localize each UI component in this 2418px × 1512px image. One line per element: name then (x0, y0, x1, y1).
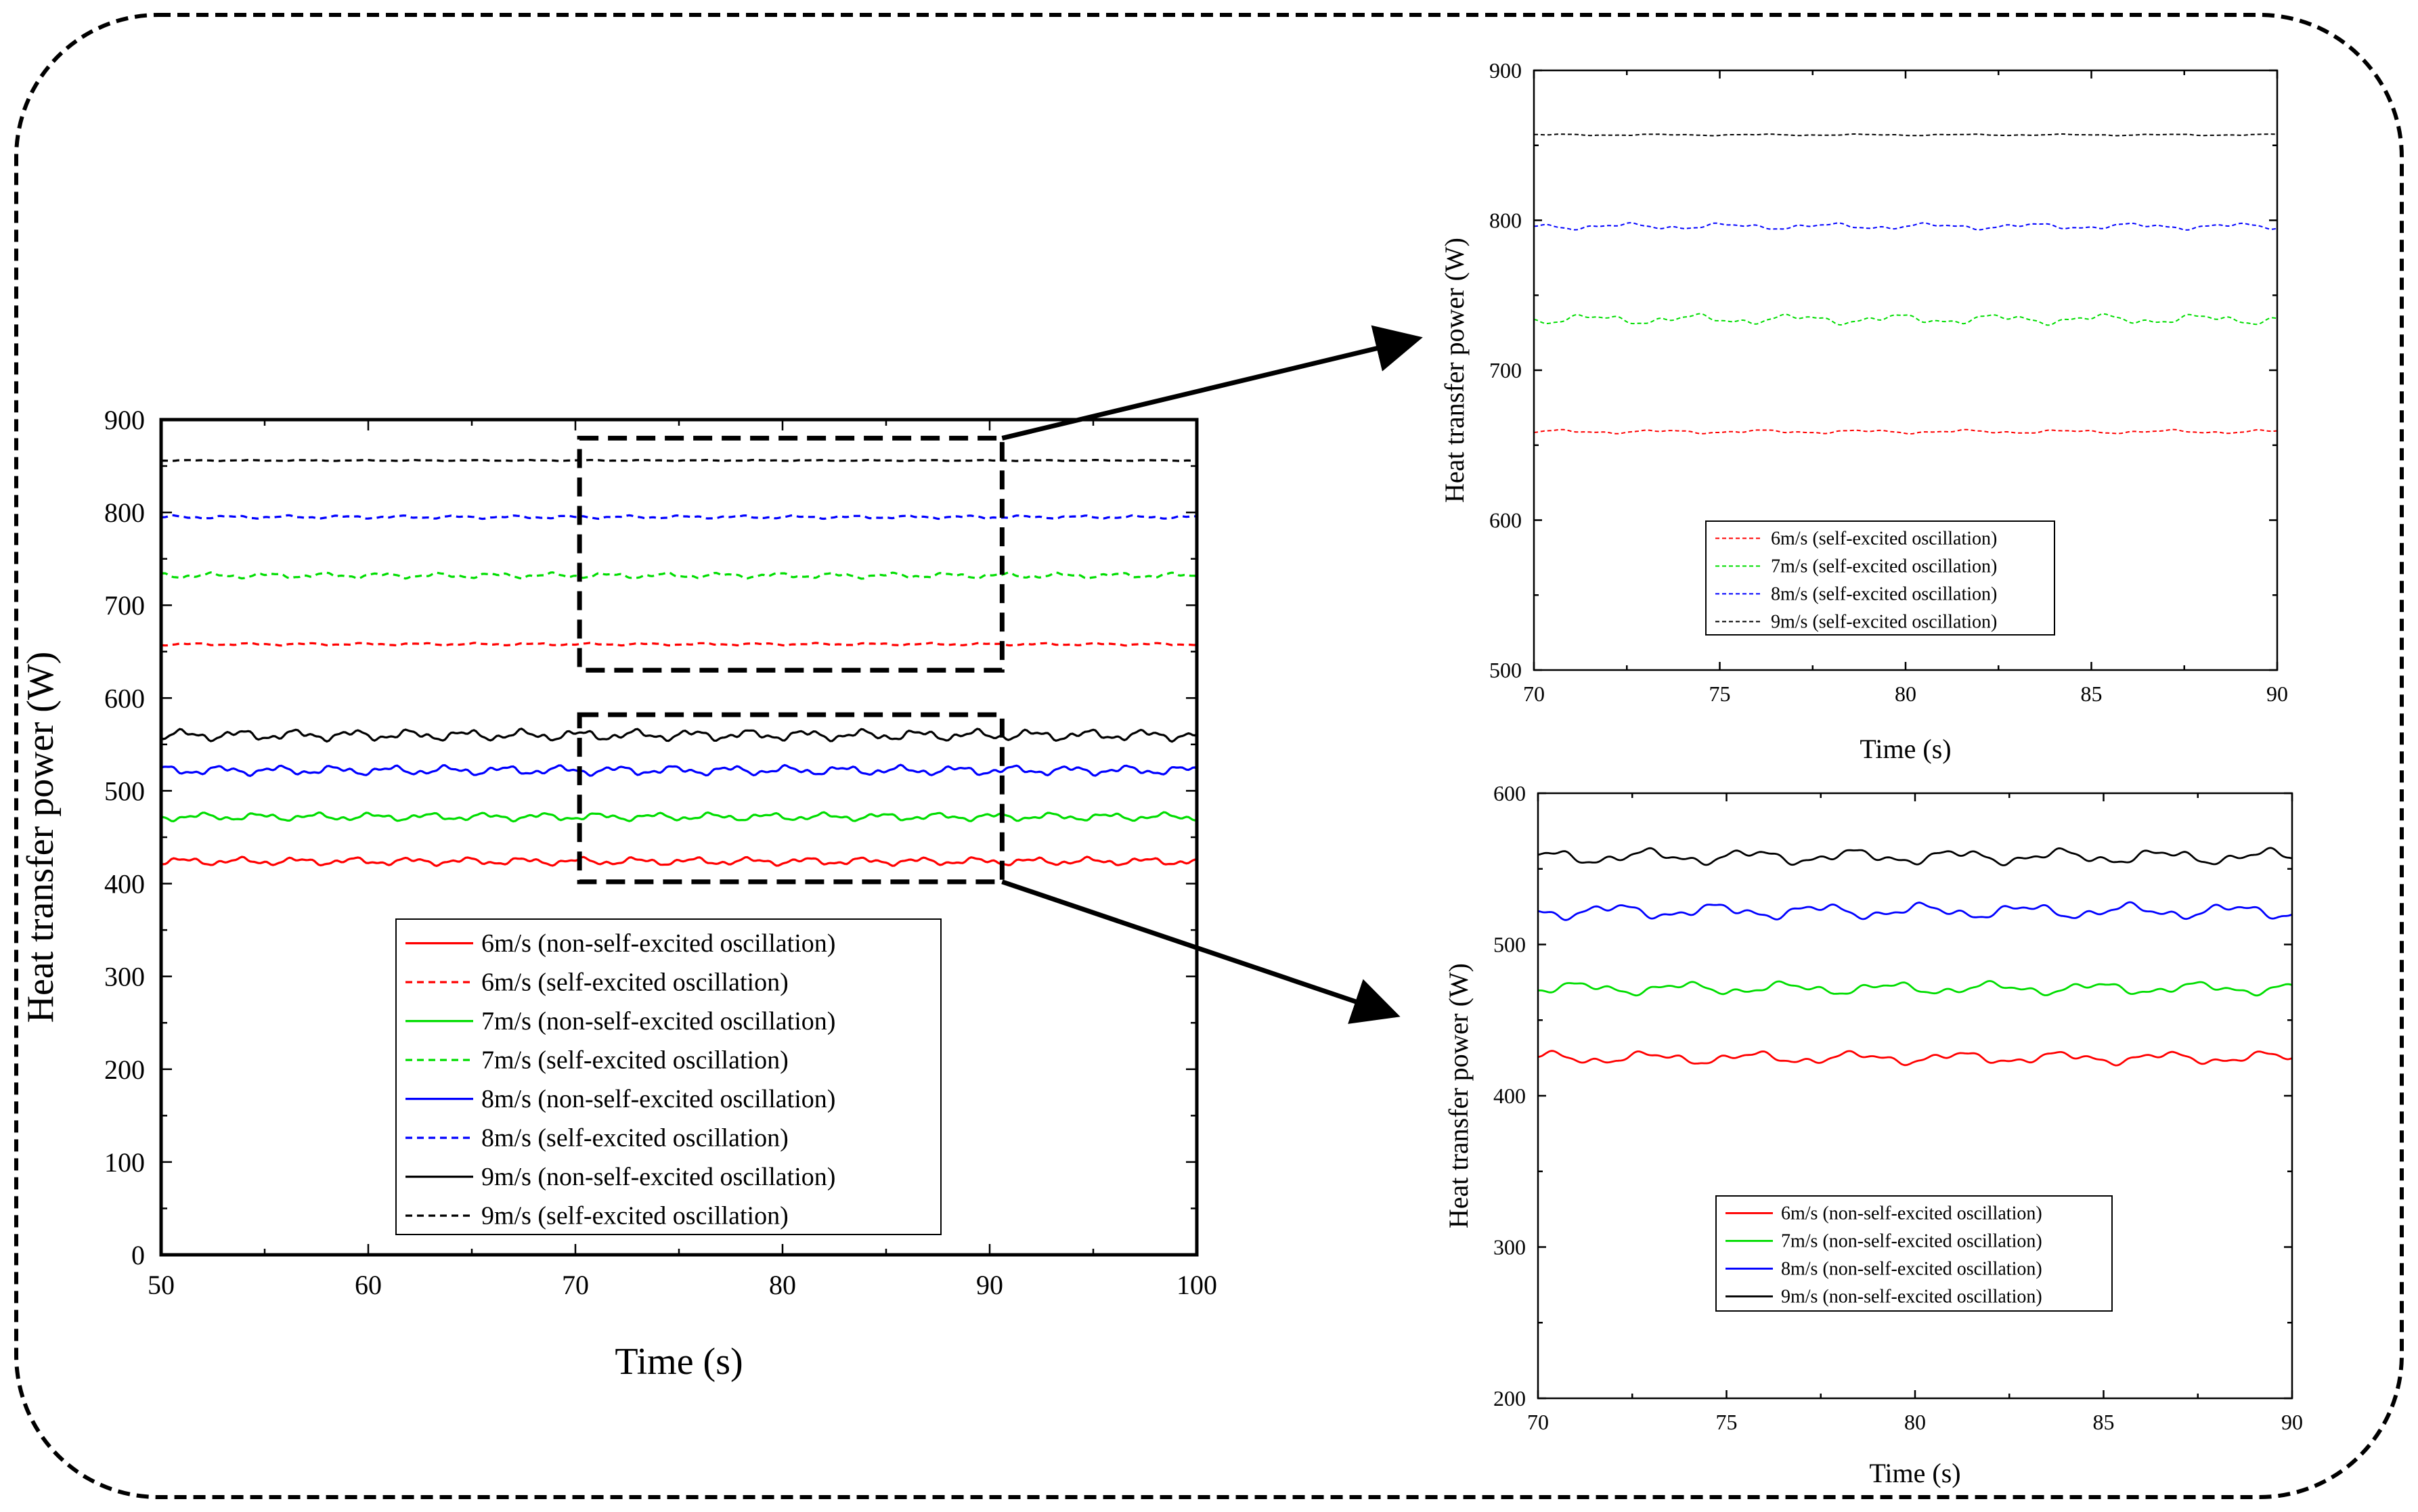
y-axis-title: Heat transfer power (W) (1443, 963, 1474, 1228)
legend-box (1715, 1195, 2113, 1312)
arrow-to-non-self-excited-inset (1001, 879, 1401, 1024)
x-tick-label: 85 (2093, 1410, 2115, 1434)
zoom-region-box-1 (577, 435, 1005, 673)
y-tick-label: 600 (104, 683, 145, 713)
zoom-connector-arrows (1001, 325, 1423, 1024)
legend-entry-label: 8m/s (non-self-excited oscillation) (481, 1085, 835, 1113)
series-line-1 (1534, 428, 2277, 435)
y-tick-label: 400 (1493, 1084, 1526, 1108)
legend-entry-label: 9m/s (non-self-excited oscillation) (481, 1163, 835, 1191)
legend-entry-label: 9m/s (self-excited oscillation) (1771, 612, 1997, 633)
legend-entry-label: 7m/s (self-excited oscillation) (481, 1046, 789, 1075)
legend: 6m/s (self-excited oscillation) 7m/s (sel… (1705, 520, 2055, 636)
series-line-3 (1538, 901, 2292, 921)
zoom-region-box-2 (577, 712, 1005, 885)
series-line-4 (161, 571, 1197, 580)
legend: 6m/s (non-self-excited oscillation) 7m/s … (1715, 1195, 2113, 1312)
x-axis-title: Time (s) (1860, 734, 1951, 764)
legend-entry-label: 9m/s (non-self-excited oscillation) (1781, 1287, 2042, 1308)
legend-box (1705, 520, 2055, 636)
plot-area (1534, 133, 2277, 435)
x-tick-label: 50 (148, 1270, 175, 1300)
legend-entry-label: 8m/s (self-excited oscillation) (1771, 584, 1997, 605)
y-tick-label: 600 (1493, 781, 1526, 805)
x-tick-label: 90 (2281, 1410, 2303, 1434)
x-tick-label: 80 (769, 1270, 796, 1300)
y-tick-label: 800 (104, 497, 145, 528)
plot-area (1538, 847, 2292, 1067)
x-tick-label: 90 (976, 1270, 1003, 1300)
legend-entry-label: 7m/s (non-self-excited oscillation) (1781, 1231, 2042, 1252)
y-tick-label: 500 (104, 776, 145, 806)
y-tick-label: 400 (104, 869, 145, 899)
series-line-8 (161, 458, 1197, 462)
x-tick-label: 75 (1716, 1410, 1738, 1434)
series-line-6 (161, 514, 1197, 520)
series-line-4 (1534, 133, 2277, 137)
series-line-4 (1538, 847, 2292, 866)
y-tick-label: 900 (104, 405, 145, 435)
y-tick-label: 100 (104, 1147, 145, 1178)
arrow-to-self-excited-inset (1001, 325, 1423, 441)
y-tick-label: 700 (104, 590, 145, 621)
y-tick-label: 500 (1489, 658, 1522, 682)
x-tick-label: 70 (1527, 1410, 1549, 1434)
series-line-3 (1534, 222, 2277, 231)
series-line-2 (1538, 980, 2292, 997)
x-tick-label: 85 (2081, 682, 2103, 706)
x-tick-label: 90 (2266, 682, 2288, 706)
y-tick-label: 700 (1489, 358, 1522, 382)
y-tick-label: 300 (1493, 1235, 1526, 1260)
y-tick-label: 900 (1489, 58, 1522, 83)
legend-entry-label: 6m/s (self-excited oscillation) (481, 969, 789, 997)
y-tick-label: 500 (1493, 933, 1526, 957)
legend-entry-label: 9m/s (self-excited oscillation) (481, 1202, 789, 1230)
legend-box (395, 918, 942, 1235)
y-axis-title: Heat transfer power (W) (20, 652, 62, 1023)
legend-entry-label: 6m/s (non-self-excited oscillation) (481, 929, 835, 958)
y-tick-label: 0 (131, 1240, 145, 1270)
inset-chart-non-self-excited: 70 75 80 85 90 200 300 400 500 600 Time (s) Heat tr… (1443, 781, 2303, 1488)
legend-entry-label: 7m/s (self-excited oscillation) (1771, 556, 1997, 577)
plot-area (161, 458, 1197, 868)
x-tick-label: 70 (1523, 682, 1545, 706)
x-tick-label: 75 (1709, 682, 1731, 706)
inset-chart-self-excited: 70 75 80 85 90 500 600 700 800 900 Time (s) Heat tr… (1439, 58, 2288, 764)
legend-entry-label: 7m/s (non-self-excited oscillation) (481, 1007, 835, 1036)
series-line-7 (161, 727, 1197, 743)
y-tick-label: 200 (1493, 1386, 1526, 1410)
series-line-1 (1538, 1050, 2292, 1067)
legend-entry-label: 6m/s (self-excited oscillation) (1771, 529, 1997, 550)
legend-entry-label: 6m/s (non-self-excited oscillation) (1781, 1203, 2042, 1224)
series-line-2 (161, 642, 1197, 647)
legend: 6m/s (non-self-excited oscillation) 6m/s … (395, 918, 942, 1235)
series-line-1 (161, 855, 1197, 868)
y-tick-label: 800 (1489, 208, 1522, 233)
x-tick-label: 80 (1895, 682, 1916, 706)
x-tick-label: 60 (355, 1270, 382, 1300)
legend-entry-label: 8m/s (non-self-excited oscillation) (1781, 1259, 2042, 1280)
main-chart: 50 60 70 80 90 100 0 100 200 300 400 500 600 700 800 90… (20, 405, 1217, 1383)
outer-dashed-border (14, 13, 2404, 1499)
x-tick-label: 70 (562, 1270, 589, 1300)
y-tick-label: 600 (1489, 508, 1522, 533)
x-axis-title: Time (s) (1869, 1458, 1960, 1488)
series-line-2 (1534, 313, 2277, 326)
x-axis-title: Time (s) (615, 1341, 743, 1383)
legend-entry-label: 8m/s (self-excited oscillation) (481, 1124, 789, 1153)
x-tick-label: 80 (1904, 1410, 1926, 1434)
y-axis-title: Heat transfer power (W) (1439, 238, 1470, 503)
series-line-5 (161, 763, 1197, 778)
series-line-3 (161, 811, 1197, 823)
x-tick-label: 100 (1177, 1270, 1217, 1300)
y-tick-label: 200 (104, 1054, 145, 1085)
y-tick-label: 300 (104, 962, 145, 992)
